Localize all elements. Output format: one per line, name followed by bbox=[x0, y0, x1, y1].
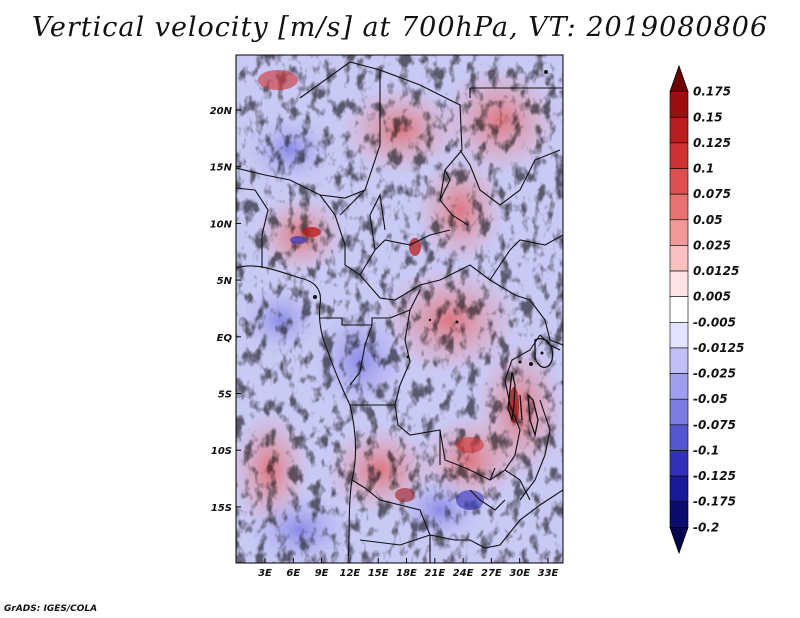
colorbar: 0.175 0.15 0.125 0.1 0.075 0.05 0.025 0.0125 0.0… bbox=[669, 64, 744, 555]
colorbar-label: -0.05 bbox=[693, 392, 728, 406]
colorbar-segment bbox=[669, 270, 689, 297]
lat-label: EQ bbox=[217, 333, 233, 344]
colorbar-label: -0.125 bbox=[693, 469, 736, 483]
lon-label: 27E bbox=[481, 568, 502, 579]
colorbar-label: -0.2 bbox=[693, 520, 719, 534]
lon-label: 6E bbox=[286, 568, 300, 579]
longitude-axis: 3E 6E 9E 12E 15E 18E 21E 24E 27E 30E 33E bbox=[258, 558, 559, 579]
colorbar-label: 0.15 bbox=[693, 110, 723, 124]
colorbar-segment bbox=[669, 373, 689, 400]
colorbar-segment bbox=[669, 424, 689, 451]
lakes bbox=[507, 338, 554, 438]
map-frame bbox=[235, 54, 564, 564]
lon-label: 30E bbox=[509, 568, 530, 579]
colorbar-segment bbox=[669, 398, 689, 426]
lat-label: 5N bbox=[217, 276, 233, 287]
colorbar-label: -0.005 bbox=[693, 315, 736, 329]
lon-label: 18E bbox=[396, 568, 417, 579]
colorbar-label: 0.175 bbox=[693, 85, 731, 99]
colorbar-label: 0.0125 bbox=[693, 264, 739, 278]
colorbar-segment bbox=[669, 142, 689, 169]
colorbar-label: -0.175 bbox=[693, 495, 736, 509]
lon-label: 24E bbox=[453, 568, 474, 579]
colorbar-label: -0.0125 bbox=[693, 341, 744, 355]
colorbar-label: 0.1 bbox=[693, 162, 714, 176]
colorbar-segment bbox=[669, 322, 689, 349]
colorbar-segment bbox=[669, 450, 689, 477]
colorbar-bottom-arrow bbox=[669, 526, 689, 555]
colorbar-segment bbox=[669, 116, 689, 144]
colorbar-segment bbox=[669, 91, 689, 118]
colorbar-segment bbox=[669, 347, 689, 374]
grads-credit: GrADS: IGES/COLA bbox=[4, 604, 98, 614]
lon-label: 12E bbox=[340, 568, 361, 579]
lat-label: 15S bbox=[211, 503, 232, 514]
lat-label: 15N bbox=[210, 163, 233, 174]
colorbar-label: 0.025 bbox=[693, 238, 731, 252]
lat-label: 20N bbox=[210, 106, 233, 117]
lat-label: 5S bbox=[218, 390, 232, 401]
colorbar-segment bbox=[669, 168, 689, 195]
colorbar-label: -0.075 bbox=[693, 418, 736, 432]
lon-label: 15E bbox=[368, 568, 389, 579]
colorbar-segment bbox=[669, 245, 689, 272]
lake-spots bbox=[313, 70, 548, 366]
lon-label: 3E bbox=[258, 568, 272, 579]
latitude-axis: 20N 15N 10N 5N EQ 5S 10S 15S bbox=[210, 106, 241, 514]
colorbar-segment bbox=[669, 219, 689, 246]
colorbar-segment bbox=[669, 475, 689, 503]
colorbar-label: -0.1 bbox=[693, 443, 719, 457]
lat-label: 10S bbox=[211, 446, 232, 457]
lon-label: 33E bbox=[538, 568, 559, 579]
colorbar-label: 0.075 bbox=[693, 187, 731, 201]
country-borders bbox=[236, 55, 563, 563]
colorbar-segment bbox=[669, 501, 689, 528]
colorbar-label: 0.005 bbox=[693, 290, 731, 304]
colorbar-top-arrow bbox=[669, 64, 689, 93]
lon-label: 9E bbox=[315, 568, 329, 579]
colorbar-segment bbox=[669, 296, 689, 323]
velocity-field bbox=[236, 55, 563, 563]
lon-label: 21E bbox=[424, 568, 445, 579]
map-title: Vertical velocity [m/s] at 700hPa, VT: 2… bbox=[31, 12, 769, 43]
colorbar-label: 0.125 bbox=[693, 136, 731, 150]
colorbar-label: -0.025 bbox=[693, 367, 736, 381]
colorbar-label: 0.05 bbox=[693, 213, 723, 227]
lat-label: 10N bbox=[210, 219, 233, 230]
colorbar-segment bbox=[669, 193, 689, 221]
